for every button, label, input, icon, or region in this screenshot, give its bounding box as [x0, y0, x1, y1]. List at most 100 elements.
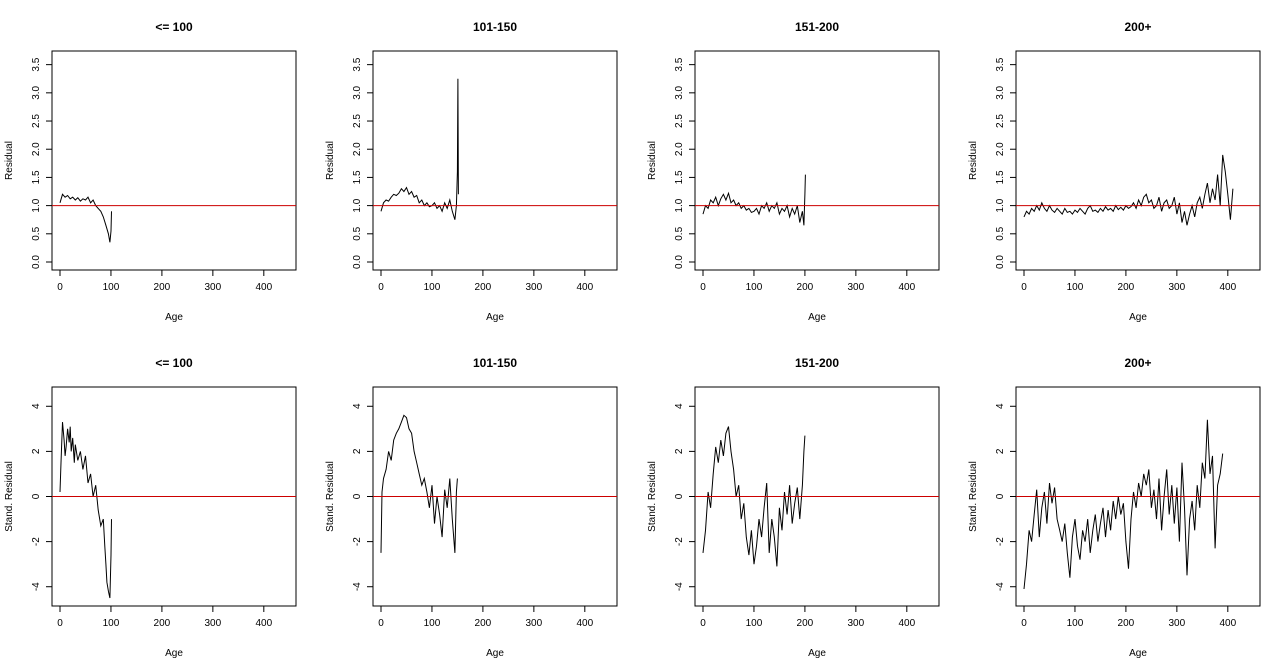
panel-8: 200+ 0 100 200 300 400 -4 -2 0 2 4 Age Stand. Residu… [968, 356, 1261, 659]
x-tick-label: 400 [898, 618, 915, 629]
x-tick-label: 100 [746, 618, 763, 629]
panel-title: <= 100 [155, 20, 193, 34]
y-tick-label: 1.0 [31, 198, 42, 212]
x-tick-label: 300 [526, 282, 543, 293]
y-tick-label: -2 [352, 537, 363, 546]
y-tick-label: 2.5 [995, 114, 1006, 128]
x-axis-label: Age [486, 648, 504, 659]
y-tick-label: 3.5 [352, 57, 363, 71]
y-tick-label: 2.5 [674, 114, 685, 128]
x-tick-label: 300 [1169, 618, 1186, 629]
x-tick-label: 100 [1067, 618, 1084, 629]
x-axis-label: Age [165, 648, 183, 659]
x-tick-label: 200 [1118, 282, 1135, 293]
y-tick-label: 1.0 [352, 198, 363, 212]
y-axis-label: Stand. Residual [4, 461, 15, 532]
x-tick-label: 400 [1219, 618, 1236, 629]
y-tick-label: -2 [995, 537, 1006, 546]
panel-title: <= 100 [155, 356, 193, 370]
residual-series-line [702, 426, 806, 567]
y-tick-label: 2.0 [674, 142, 685, 156]
y-axis-label: Residual [647, 141, 658, 180]
y-tick-label: -2 [31, 537, 42, 546]
x-axis-label: Age [486, 312, 504, 323]
y-tick-label: 0 [995, 493, 1006, 499]
residual-series-line [1023, 419, 1224, 590]
y-tick-label: 2 [352, 448, 363, 454]
x-tick-label: 300 [848, 282, 865, 293]
x-tick-label: 200 [1118, 618, 1135, 629]
y-tick-label: 2.5 [352, 114, 363, 128]
x-axis-label: Age [165, 312, 183, 323]
x-tick-label: 300 [205, 282, 222, 293]
x-tick-label: 100 [424, 618, 441, 629]
y-tick-label: 0 [674, 493, 685, 499]
x-tick-label: 200 [475, 618, 492, 629]
y-tick-label: -2 [674, 537, 685, 546]
x-tick-label: 400 [576, 618, 593, 629]
x-tick-label: 400 [1219, 282, 1236, 293]
x-tick-label: 300 [848, 618, 865, 629]
y-tick-label: 3.0 [674, 85, 685, 99]
x-tick-label: 200 [797, 282, 814, 293]
y-tick-label: 4 [995, 403, 1006, 409]
x-axis-label: Age [808, 312, 826, 323]
y-tick-label: 3.5 [31, 57, 42, 71]
y-tick-label: 3.0 [995, 85, 1006, 99]
y-tick-label: 2 [31, 448, 42, 454]
y-tick-label: 0.5 [352, 226, 363, 240]
y-axis-label: Stand. Residual [647, 461, 658, 532]
plot-frame [694, 50, 940, 271]
x-tick-label: 400 [576, 282, 593, 293]
x-tick-label: 0 [378, 282, 384, 293]
x-tick-label: 100 [103, 618, 120, 629]
residual-series-line [380, 78, 459, 220]
panel-7: 151-200 0 100 200 300 400 -4 -2 0 2 4 Age Stand. Res… [647, 356, 940, 659]
y-tick-label: 2.0 [31, 142, 42, 156]
x-tick-label: 0 [700, 282, 706, 293]
x-tick-label: 400 [255, 618, 272, 629]
y-tick-label: 3.0 [352, 85, 363, 99]
panel-4: 200+ 0 100 200 300 400 0.0 0.5 1.0 1.5 2.0 2.5 3.0 3.… [968, 20, 1261, 323]
y-tick-label: 1.5 [674, 170, 685, 184]
residual-series-line [59, 193, 112, 243]
x-tick-label: 0 [1021, 618, 1027, 629]
panel-2: 101-150 0 100 200 300 400 0.0 0.5 1.0 1.5 2.0 2.5 3.… [325, 20, 618, 323]
plot-frame [372, 50, 618, 271]
panel-1: <= 100 0 100 200 300 400 0.0 0.5 1.0 1.5 2.0 2.5 3.0… [4, 20, 297, 323]
x-tick-label: 400 [255, 282, 272, 293]
y-tick-label: 0.0 [995, 255, 1006, 269]
y-tick-label: 3.5 [995, 57, 1006, 71]
y-tick-label: 0.0 [31, 255, 42, 269]
residual-series-line [1023, 154, 1234, 226]
x-tick-label: 0 [57, 618, 63, 629]
x-axis-label: Age [808, 648, 826, 659]
y-tick-label: 0.5 [995, 226, 1006, 240]
y-tick-label: 1.0 [674, 198, 685, 212]
y-tick-label: 1.5 [352, 170, 363, 184]
y-axis-label: Stand. Residual [325, 461, 336, 532]
y-axis-label: Residual [968, 141, 979, 180]
y-tick-label: 4 [31, 403, 42, 409]
residual-series-line [702, 174, 806, 226]
x-tick-label: 200 [475, 282, 492, 293]
y-tick-label: 0 [352, 493, 363, 499]
y-tick-label: 3.5 [674, 57, 685, 71]
y-tick-label: 0.0 [352, 255, 363, 269]
y-tick-label: 2.5 [31, 114, 42, 128]
x-axis-label: Age [1129, 648, 1147, 659]
x-tick-label: 0 [378, 618, 384, 629]
panel-title: 151-200 [795, 20, 839, 34]
y-tick-label: 4 [674, 403, 685, 409]
y-axis-label: Stand. Residual [968, 461, 979, 532]
y-tick-label: -4 [995, 582, 1006, 591]
residual-series-line [59, 422, 112, 599]
x-tick-label: 300 [526, 618, 543, 629]
y-tick-label: -4 [352, 582, 363, 591]
panel-title: 151-200 [795, 356, 839, 370]
x-tick-label: 0 [1021, 282, 1027, 293]
x-axis-label: Age [1129, 312, 1147, 323]
x-tick-label: 300 [1169, 282, 1186, 293]
panel-title: 101-150 [473, 20, 517, 34]
